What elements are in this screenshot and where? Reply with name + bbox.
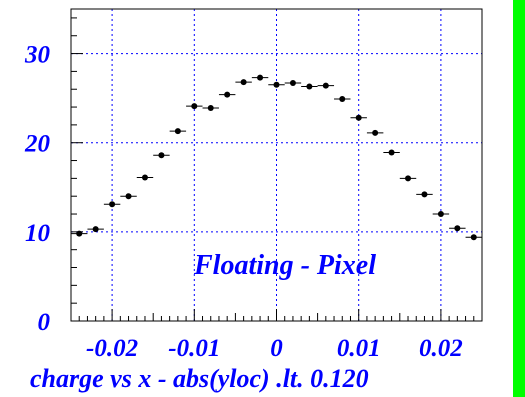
x-tick-label: 0.02 <box>419 335 463 362</box>
data-point <box>350 114 367 121</box>
right-edge-strip <box>513 0 525 397</box>
point-marker <box>273 81 280 88</box>
point-marker <box>109 201 116 208</box>
point-marker <box>322 82 329 89</box>
data-point <box>268 81 285 88</box>
point-marker <box>174 128 181 135</box>
data-point <box>334 96 351 103</box>
point-marker <box>158 152 165 159</box>
data-point <box>284 79 302 86</box>
grid-layer <box>71 9 482 321</box>
point-marker <box>339 96 346 103</box>
point-marker <box>355 114 362 121</box>
y-tick-label: 20 <box>24 131 51 158</box>
data-point <box>383 149 400 156</box>
data-point <box>432 211 450 218</box>
x-tick-label: -0.02 <box>86 335 138 362</box>
x-tick-label: -0.01 <box>168 335 220 362</box>
data-point <box>153 152 170 159</box>
data-point <box>449 225 466 232</box>
data-point <box>218 91 236 98</box>
point-marker <box>207 104 214 111</box>
data-point <box>87 226 104 233</box>
point-marker <box>76 230 83 237</box>
point-marker <box>470 234 477 241</box>
point-marker <box>125 193 132 200</box>
point-marker <box>306 83 313 90</box>
point-marker <box>92 226 99 233</box>
data-point <box>120 193 137 200</box>
y-tick-label: 0 <box>38 309 51 336</box>
y-tick-label: 10 <box>25 220 51 247</box>
data-point <box>136 174 154 181</box>
data-layer <box>71 74 482 241</box>
data-point <box>366 129 384 136</box>
data-point <box>235 79 252 86</box>
data-point <box>71 230 88 237</box>
data-point <box>202 104 219 111</box>
x-tick-label: 0 <box>270 335 283 362</box>
point-marker <box>224 91 231 98</box>
point-marker <box>289 79 296 86</box>
point-marker <box>388 149 395 156</box>
data-point <box>186 103 203 110</box>
point-marker <box>191 103 198 110</box>
point-marker <box>257 74 264 81</box>
data-point <box>251 74 269 81</box>
y-tick-label: 30 <box>24 42 51 69</box>
point-marker <box>141 174 148 181</box>
plot-annotation: Floating - Pixel <box>193 250 376 281</box>
data-point <box>301 83 318 90</box>
plot-frame <box>70 8 483 322</box>
tick-label-layer: -0.02 -0.01 0 0.01 0.02 0 10 20 30 <box>24 42 463 362</box>
data-point <box>399 175 417 182</box>
data-point <box>103 201 121 208</box>
point-marker <box>372 129 379 136</box>
point-marker <box>454 225 461 232</box>
data-point <box>317 82 335 89</box>
point-marker <box>405 175 412 182</box>
data-point <box>416 191 433 198</box>
data-point <box>465 234 482 241</box>
point-marker <box>437 211 444 218</box>
point-marker <box>240 79 247 86</box>
data-point <box>169 128 187 135</box>
x-tick-label: 0.01 <box>337 335 381 362</box>
x-axis-label: charge vs x - abs(yloc) .lt. 0.120 <box>30 364 369 393</box>
point-marker <box>421 191 428 198</box>
